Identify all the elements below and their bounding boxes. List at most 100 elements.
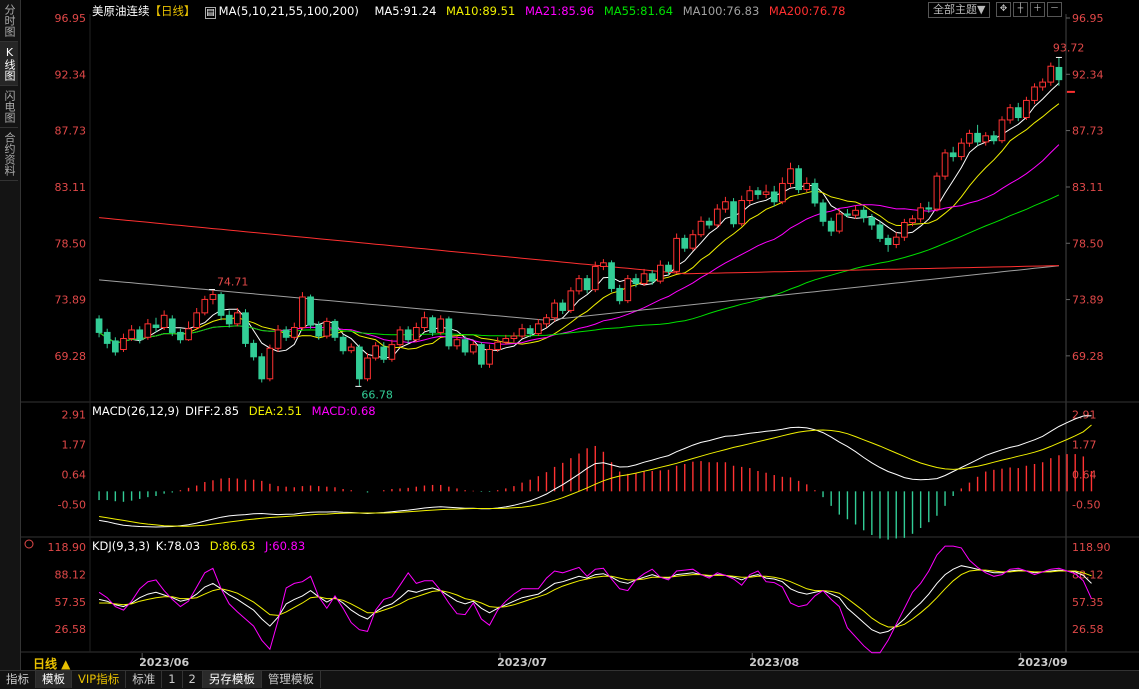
macd-value: MACD:0.68 (311, 404, 376, 418)
candle-body (217, 294, 225, 316)
candle-body (209, 294, 217, 300)
ma-settings-icon[interactable]: ▤ (205, 7, 216, 19)
macd-y-tick-right: 0.64 (1072, 468, 1097, 481)
tab-flash-chart[interactable]: 闪电图 (0, 86, 18, 128)
macd-y-tick-left: 0.64 (62, 468, 87, 481)
y-tick-left: 87.73 (55, 125, 87, 138)
tab-2[interactable]: 2 (183, 671, 203, 688)
annotation-high-sept: 93.72 (1053, 41, 1085, 54)
ma100-value: MA100:76.83 (682, 4, 760, 18)
candle-body (665, 264, 672, 272)
tab-indicators[interactable]: 指标 (0, 671, 36, 688)
y-tick-left: 92.34 (55, 68, 87, 81)
candle-body (494, 341, 502, 350)
candle-body (234, 312, 241, 325)
candle-body (445, 318, 453, 347)
theme-dropdown[interactable]: 全部主题▼ (928, 2, 991, 18)
candle-body (746, 190, 754, 202)
kdj-name: KDJ(9,3,3) (92, 539, 151, 553)
ma200-line (99, 217, 1059, 275)
candle-body (730, 201, 737, 225)
candle-body (331, 320, 339, 338)
candle-body (1014, 107, 1022, 119)
tab-standard[interactable]: 标准 (126, 671, 163, 688)
candle-body (429, 317, 436, 333)
y-tick-right: 92.34 (1072, 68, 1104, 81)
candle-body (754, 190, 762, 195)
tab-save-template[interactable]: 另存模板 (202, 671, 262, 688)
tab-manage-templates[interactable]: 管理模板 (262, 671, 321, 688)
candle-body (738, 200, 746, 225)
ma-params: ▤ MA(5,10,21,55,100,200) (205, 4, 365, 19)
candle-body (250, 342, 257, 358)
candle-body (380, 346, 388, 360)
candle-body (396, 329, 404, 346)
expand-icon[interactable]: ✥ (995, 2, 1011, 17)
macd-diff-line (99, 415, 1092, 528)
candle-body (95, 318, 103, 333)
date-label: 2023/09 (1018, 656, 1068, 669)
zoom-out-icon[interactable]: － (1046, 2, 1062, 17)
candle-body (835, 213, 843, 232)
candle-body (575, 278, 583, 292)
candle-body (819, 202, 827, 222)
candle-body (469, 344, 477, 353)
tab-contract-info[interactable]: 合约资料 (0, 128, 18, 181)
period-tag: 【日线】 (149, 4, 196, 18)
ma200-value: MA200:76.78 (768, 4, 846, 18)
macd-y-tick-left: -0.50 (58, 499, 86, 512)
candle-body (713, 208, 721, 226)
period-selector[interactable]: 日线 ▲ (33, 657, 71, 671)
macd-y-tick-left: 1.77 (62, 439, 87, 452)
candle-body (437, 318, 445, 333)
candle-body (274, 329, 282, 349)
candle-body (282, 329, 290, 338)
candle-body (949, 152, 957, 158)
macd-y-tick-right: -0.50 (1072, 499, 1100, 512)
y-tick-left: 78.50 (55, 237, 87, 250)
y-tick-left: 73.89 (55, 294, 87, 307)
candle-body (600, 262, 607, 267)
candle-body (201, 298, 209, 314)
candle-body (128, 329, 135, 340)
tab-kline[interactable]: K线图 (0, 42, 18, 86)
add-icon[interactable]: ＋ (1029, 2, 1045, 17)
candle-body (315, 324, 323, 337)
candle-body (795, 168, 802, 191)
tab-timeshare[interactable]: 分时图 (0, 0, 18, 42)
candle-body (543, 317, 550, 325)
kdj-d: D:86.63 (209, 539, 256, 553)
candle-body (347, 346, 355, 352)
candle-body (803, 182, 811, 191)
crosshair-icon[interactable]: ┼ (1012, 2, 1028, 17)
candle-body (917, 207, 924, 220)
macd-name: MACD(26,12,9) (92, 404, 180, 418)
macd-dea: DEA:2.51 (248, 404, 303, 418)
candle-body (242, 312, 249, 344)
kdj-settings-icon (24, 539, 34, 549)
candle-body (583, 278, 591, 291)
candle-body (356, 346, 363, 380)
ma55-line (98, 194, 1060, 344)
candle-body (412, 327, 420, 341)
left-tab-strip: 分时图 K线图 闪电图 合约资料 (0, 0, 21, 670)
candle-body (787, 168, 794, 184)
candle-body (567, 290, 575, 311)
tab-templates[interactable]: 模板 (36, 671, 72, 688)
y-tick-left: 69.28 (55, 350, 87, 363)
candle-body (258, 356, 266, 380)
annotation-low-june: 66.78 (361, 388, 393, 401)
candle-body (1031, 86, 1038, 101)
ma5-line (98, 82, 1060, 359)
tab-vip-indicators[interactable]: VIP指标 (72, 671, 127, 688)
tab-1[interactable]: 1 (162, 671, 183, 688)
candle-body (111, 340, 119, 353)
candle-body (177, 331, 184, 341)
candle-body (632, 278, 640, 285)
candle-body (1039, 81, 1047, 88)
kdj-j: J:60.83 (265, 539, 306, 553)
date-axis: 日线 ▲ (0, 653, 1139, 671)
date-label: 2023/08 (749, 656, 799, 669)
candle-body (266, 347, 274, 380)
